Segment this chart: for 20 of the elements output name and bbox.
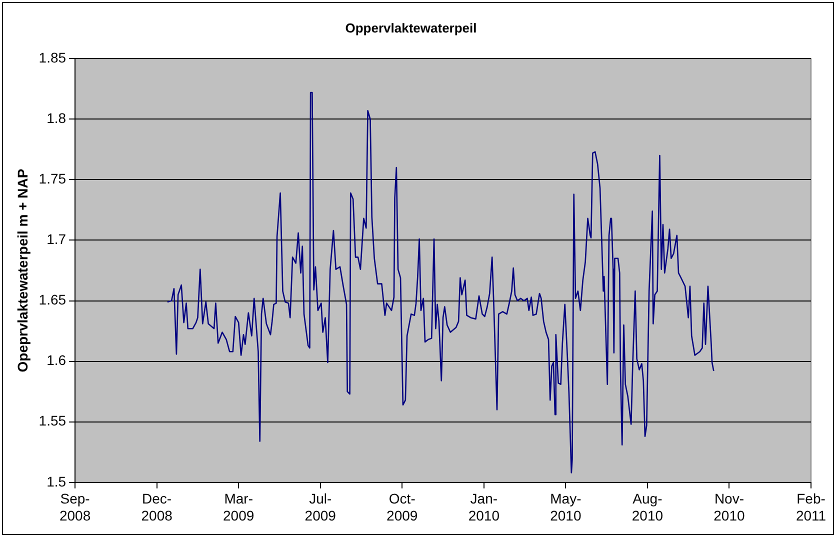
y-tick-label: 1.75: [38, 170, 66, 187]
x-tick-label: Oct-2009: [386, 490, 418, 524]
x-tick-label: Jan-2010: [468, 490, 500, 524]
y-tick-label: 1.65: [38, 292, 66, 308]
x-tick-label: Jul-2009: [304, 490, 336, 524]
y-tick-label: 1.8: [46, 110, 66, 126]
y-tick-label: 1.55: [38, 412, 66, 429]
x-tick-label: Feb-2011: [796, 490, 826, 524]
y-tick-label: 1.5: [46, 473, 66, 490]
y-tick-label: 1.85: [38, 49, 66, 66]
y-axis-title: Opeprvlaktewaterpeil m + NAP: [14, 168, 30, 372]
x-tick-label: Dec-2008: [141, 490, 173, 524]
chart-title: Oppervlaktewaterpeil: [345, 20, 477, 36]
x-tick-label: Aug-2010: [632, 490, 664, 524]
x-tick-label: Sep-2008: [59, 490, 91, 524]
y-tick-label: 1.7: [46, 231, 66, 248]
x-tick-label: May-2010: [550, 490, 582, 524]
x-tick-label: Nov-2010: [714, 490, 746, 524]
x-tick-label: Mar-2009: [223, 490, 254, 524]
y-tick-label: 1.6: [46, 352, 66, 368]
